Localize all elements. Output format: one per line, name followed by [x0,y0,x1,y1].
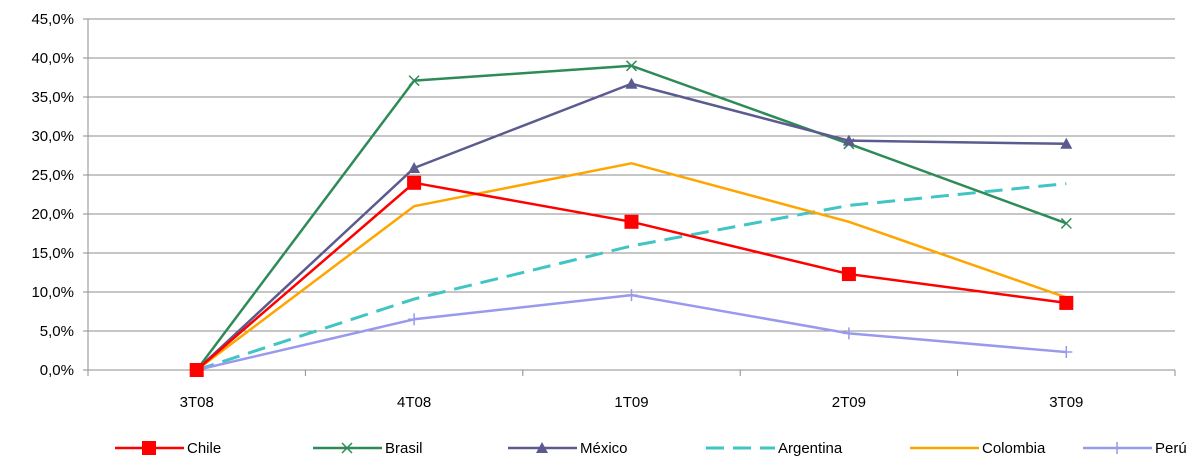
data-point-square [142,441,156,455]
y-tick-label: 30,0% [31,128,74,145]
y-tick-label: 20,0% [31,206,74,223]
series-argentina [196,182,1067,372]
legend-label: Argentina [778,440,843,457]
series-méxico [190,77,1073,375]
legend-item: Argentina [706,440,843,457]
x-tick-label: 2T09 [832,394,866,411]
data-point-triangle [408,161,421,173]
series-chile [189,175,1074,377]
data-point-square [1059,295,1074,310]
legend-label: Brasil [385,440,423,457]
y-tick-label: 35,0% [31,89,74,106]
legend-item: Colombia [910,440,1046,457]
legend-item: Perú [1083,440,1187,457]
y-tick-label: 10,0% [31,284,74,301]
data-point-triangle [536,442,548,453]
gridlines [88,18,1175,332]
legend-item: México [508,440,628,457]
y-tick-label: 45,0% [31,11,74,28]
x-tick-label: 3T09 [1049,394,1083,411]
data-point-square [841,267,856,282]
data-point-x [408,75,420,87]
data-point-triangle [842,134,855,146]
series-group [189,60,1074,377]
data-point-plus [408,313,421,326]
data-point-plus [1060,346,1073,359]
legend-label: Colombia [982,440,1046,457]
data-point-plus [1111,442,1123,454]
y-tick-label: 0,0% [40,362,74,379]
x-axis: 3T08 4T08 1T09 2T09 3T09 [87,369,1176,411]
legend-label: Perú [1155,440,1187,457]
y-tick-label: 5,0% [40,323,74,340]
legend-label: México [580,440,628,457]
data-point-triangle [1060,137,1073,149]
series-colombia [195,162,1067,371]
legend: Chile Brasil México Argentina Colombia Perú [115,440,1187,457]
y-axis: 0,0% 5,0% 10,0% 15,0% 20,0% 25,0% 30,0% 35,0% 40… [31,11,89,379]
series-perú [190,289,1073,376]
x-tick-label: 1T09 [614,394,648,411]
y-tick-label: 15,0% [31,245,74,262]
data-point-plus [842,327,855,340]
series-line [196,182,1067,372]
data-point-square [624,214,639,229]
data-point-triangle [625,77,638,89]
legend-item: Chile [115,440,221,457]
legend-item: Brasil [313,440,423,457]
data-point-square [189,363,204,377]
data-point-x [1060,217,1072,229]
legend-label: Chile [187,440,221,457]
x-tick-label: 4T08 [397,394,431,411]
data-point-x [341,442,353,454]
data-point-square [407,175,422,190]
data-point-x [625,60,638,72]
data-point-plus [625,289,638,302]
series-line [195,162,1067,371]
y-tick-label: 40,0% [31,50,74,67]
x-tick-label: 3T08 [180,394,214,411]
series-line [196,293,1067,372]
y-tick-label: 25,0% [31,167,74,184]
